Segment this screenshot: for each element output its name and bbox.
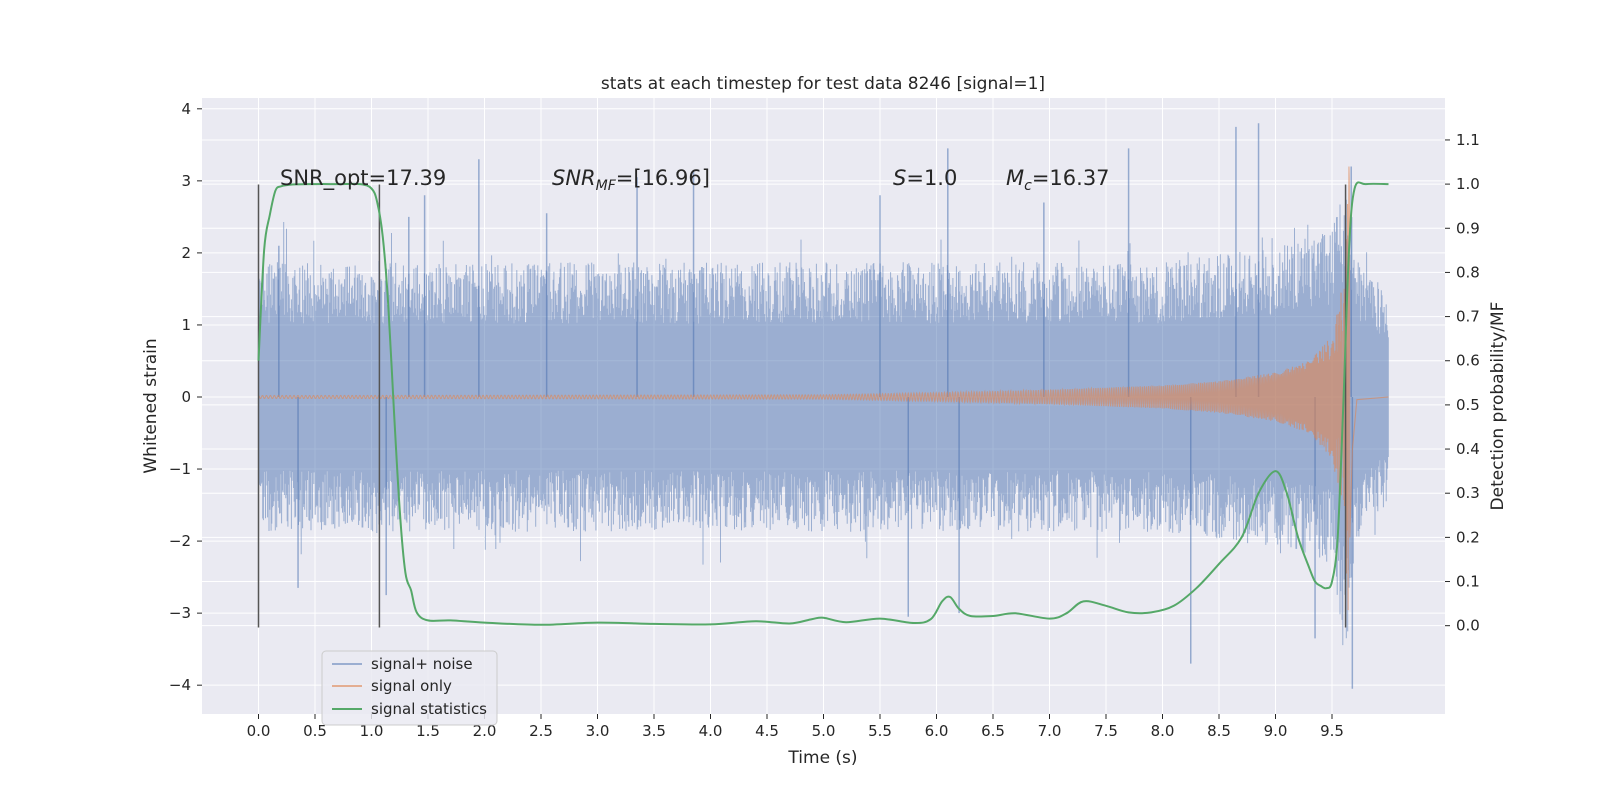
annotation-snr-mf-var: SNR: [552, 166, 596, 190]
x-tick-label: 6.0: [925, 722, 949, 740]
y-right-tick-label: 1.1: [1456, 131, 1480, 149]
annotation-mc-sub: c: [1024, 178, 1032, 194]
annotation-snr-mf: SNRMF=[16.96]: [552, 166, 710, 194]
annotation-s-value: =1.0: [906, 166, 957, 190]
signal-trace: [258, 166, 1389, 611]
legend-label-noise: signal+ noise: [371, 655, 473, 673]
legend: signal+ noise signal only signal statist…: [321, 650, 498, 726]
axes: 0.0 0.5 1.0 1.5 2.0 2.5 3.0 3.5 4.0 4.5 5.0 5.5 6.0 6…: [169, 100, 1480, 740]
annotation-snr-opt: SNR_opt=17.39: [280, 166, 446, 191]
x-tick-label: 1.0: [360, 722, 384, 740]
annotation-mc-value: =16.37: [1032, 166, 1110, 190]
y-right-tick-label: 0.8: [1456, 263, 1480, 281]
vertical-lines: [257, 184, 1347, 628]
annotation-mc-var: M: [1006, 166, 1024, 190]
annotation-snr-mf-sub: MF: [596, 178, 617, 194]
y-tick-label: −1: [169, 460, 191, 478]
y-tick-label: −3: [169, 604, 191, 622]
y-tick-label: −4: [169, 676, 191, 694]
x-tick-label: 4.5: [755, 722, 779, 740]
y-right-tick-label: 1.0: [1456, 175, 1480, 193]
x-tick-label: 5.5: [868, 722, 892, 740]
y-right-tick-label: 0.5: [1456, 396, 1480, 414]
legend-box: [321, 650, 498, 726]
y-tick-label: 2: [181, 244, 191, 262]
y-axis-label: Whitened strain: [141, 338, 161, 473]
x-tick-label: 8.0: [1151, 722, 1175, 740]
y-right-tick-label: 0.4: [1456, 440, 1480, 458]
x-tick-label: 0.0: [247, 722, 271, 740]
y-tick-label: −2: [169, 532, 191, 550]
signal-series: [258, 166, 1389, 611]
x-tick-label: 1.5: [416, 722, 440, 740]
x-tick-label: 5.0: [812, 722, 836, 740]
y-tick-label: 1: [181, 316, 191, 334]
legend-label-signal: signal only: [371, 677, 452, 695]
y-right-tick-label: 0.6: [1456, 352, 1480, 370]
x-tick-label: 2.0: [473, 722, 497, 740]
chart-title: stats at each timestep for test data 824…: [601, 74, 1045, 94]
y-right-tick-label: 0.2: [1456, 528, 1480, 546]
stats-trace: [257, 181, 1389, 626]
y-tick-label: 0: [181, 388, 191, 406]
stats-series: [257, 181, 1389, 626]
y-tick-label: 4: [181, 100, 191, 118]
x-tick-label: 0.5: [303, 722, 327, 740]
annotation-snr-mf-value: =[16.96]: [616, 166, 710, 190]
x-tick-label: 6.5: [981, 722, 1005, 740]
annotation-s: S=1.0: [893, 166, 957, 190]
legend-label-stats: signal statistics: [371, 700, 487, 718]
x-tick-label: 3.0: [586, 722, 610, 740]
x-tick-label: 4.0: [699, 722, 723, 740]
x-tick-label: 7.0: [1038, 722, 1062, 740]
y-tick-label: 3: [181, 172, 191, 190]
y-right-tick-label: 0.7: [1456, 308, 1480, 326]
x-axis-label: Time (s): [787, 748, 857, 768]
y-axis-right-label: Detection probability/MF: [1488, 302, 1508, 511]
x-tick-label: 7.5: [1094, 722, 1118, 740]
annotations: SNR_opt=17.39 SNRMF=[16.96] S=1.0 Mc=16.…: [280, 166, 1110, 194]
y-right-tick-label: 0.1: [1456, 573, 1480, 591]
y-right-tick-label: 0.3: [1456, 484, 1480, 502]
y-right-tick-label: 0.0: [1456, 617, 1480, 635]
x-tick-label: 8.5: [1207, 722, 1231, 740]
y-right-tick-label: 0.9: [1456, 219, 1480, 237]
x-tick-label: 2.5: [529, 722, 553, 740]
annotation-mc: Mc=16.37: [1006, 166, 1110, 194]
x-tick-label: 9.0: [1264, 722, 1288, 740]
x-tick-label: 3.5: [642, 722, 666, 740]
x-tick-label: 9.5: [1320, 722, 1344, 740]
annotation-s-var: S: [893, 166, 906, 190]
